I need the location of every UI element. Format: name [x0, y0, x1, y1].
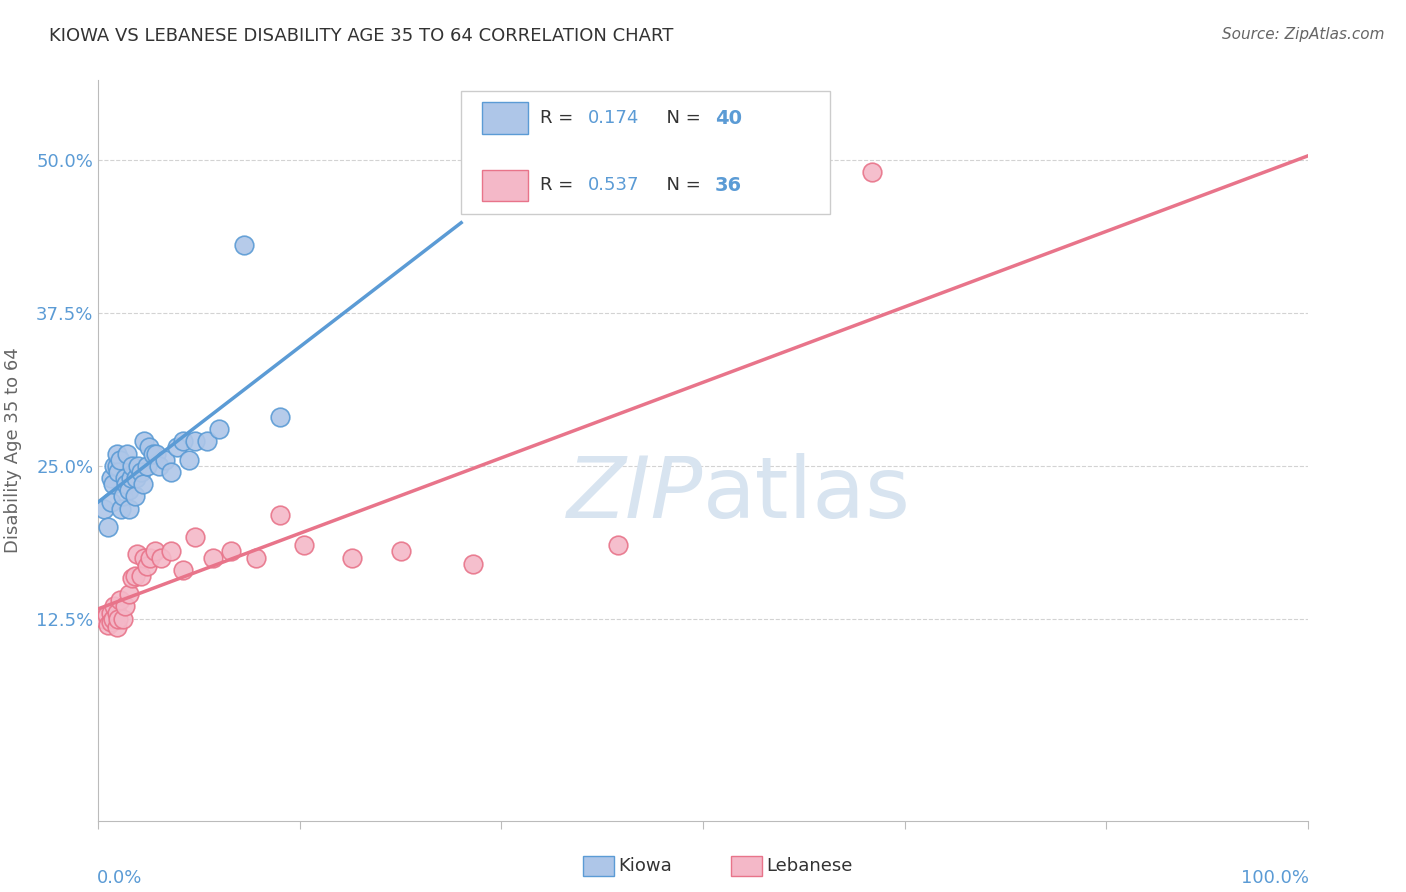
Point — [232, 238, 254, 252]
Point — [118, 483, 141, 498]
Point — [114, 599, 136, 614]
Point — [463, 557, 485, 571]
Point — [110, 501, 132, 516]
Point — [138, 441, 160, 455]
FancyBboxPatch shape — [482, 103, 527, 134]
Point — [127, 547, 149, 561]
Point — [139, 550, 162, 565]
Point — [117, 446, 139, 460]
Text: R =: R = — [540, 109, 579, 127]
Text: Kiowa: Kiowa — [619, 857, 672, 875]
Point — [115, 477, 138, 491]
Text: Source: ZipAtlas.com: Source: ZipAtlas.com — [1222, 27, 1385, 42]
Point — [124, 489, 146, 503]
Point — [172, 434, 194, 449]
Point — [179, 452, 201, 467]
Point — [134, 434, 156, 449]
Point — [100, 495, 122, 509]
Point — [150, 550, 173, 565]
Text: ZIP: ZIP — [567, 453, 703, 536]
Point — [269, 409, 291, 424]
Point — [111, 489, 134, 503]
Text: N =: N = — [655, 109, 706, 127]
Text: 100.0%: 100.0% — [1240, 869, 1309, 887]
Point — [107, 612, 129, 626]
Point — [132, 477, 155, 491]
FancyBboxPatch shape — [461, 91, 830, 213]
Point — [114, 471, 136, 485]
Point — [118, 587, 141, 601]
Text: 40: 40 — [716, 109, 742, 128]
Point — [134, 550, 156, 565]
Point — [160, 465, 183, 479]
Text: 36: 36 — [716, 176, 742, 195]
Point — [148, 458, 170, 473]
Text: 0.0%: 0.0% — [97, 869, 142, 887]
Point — [120, 471, 142, 485]
Point — [105, 458, 128, 473]
Point — [124, 569, 146, 583]
Text: Lebanese: Lebanese — [766, 857, 852, 875]
Point — [607, 538, 630, 552]
Point — [107, 465, 129, 479]
Point — [860, 165, 883, 179]
Text: R =: R = — [540, 177, 579, 194]
Point — [93, 501, 115, 516]
Point — [142, 446, 165, 460]
Point — [153, 452, 176, 467]
Point — [101, 477, 124, 491]
Point — [143, 544, 166, 558]
Point — [105, 606, 128, 620]
Point — [97, 520, 120, 534]
Point — [166, 441, 188, 455]
Point — [100, 471, 122, 485]
Point — [389, 544, 412, 558]
Text: KIOWA VS LEBANESE DISABILITY AGE 35 TO 64 CORRELATION CHART: KIOWA VS LEBANESE DISABILITY AGE 35 TO 6… — [49, 27, 673, 45]
Point — [184, 530, 207, 544]
Point — [108, 593, 131, 607]
Point — [172, 563, 194, 577]
Text: atlas: atlas — [703, 453, 911, 536]
Point — [245, 550, 267, 565]
Point — [342, 550, 364, 565]
Point — [160, 544, 183, 558]
Point — [111, 612, 134, 626]
Point — [269, 508, 291, 522]
Point — [135, 559, 157, 574]
Point — [184, 434, 207, 449]
Point — [221, 544, 243, 558]
Point — [121, 571, 143, 585]
Text: 0.537: 0.537 — [588, 177, 640, 194]
Point — [105, 446, 128, 460]
Point — [127, 458, 149, 473]
Y-axis label: Disability Age 35 to 64: Disability Age 35 to 64 — [4, 348, 22, 553]
Point — [101, 612, 124, 626]
Point — [292, 538, 315, 552]
Text: N =: N = — [655, 177, 706, 194]
Point — [96, 608, 118, 623]
Point — [100, 606, 122, 620]
Text: 0.174: 0.174 — [588, 109, 640, 127]
Point — [93, 612, 115, 626]
Point — [129, 465, 152, 479]
Point — [103, 458, 125, 473]
Point — [202, 550, 225, 565]
Point — [97, 617, 120, 632]
Point — [103, 599, 125, 614]
Point — [195, 434, 218, 449]
Point — [121, 458, 143, 473]
Point — [108, 452, 131, 467]
Point — [129, 569, 152, 583]
Point — [118, 501, 141, 516]
Point — [208, 422, 231, 436]
Point — [125, 471, 148, 485]
Point — [145, 446, 167, 460]
Point — [105, 620, 128, 634]
Point — [100, 615, 122, 630]
FancyBboxPatch shape — [482, 169, 527, 201]
Point — [135, 458, 157, 473]
